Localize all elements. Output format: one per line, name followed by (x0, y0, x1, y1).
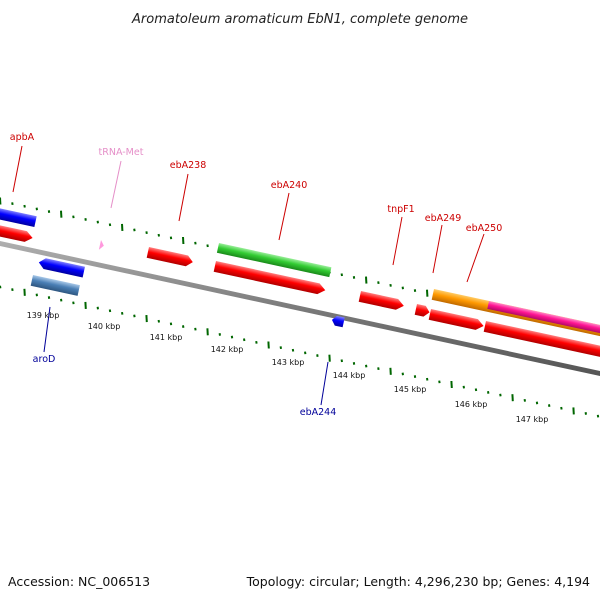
kbp-label: 139 kbp (27, 311, 60, 320)
kbp-label: 140 kbp (88, 322, 121, 331)
kbp-label: 145 kbp (394, 385, 427, 394)
kbp-label: 142 kbp (211, 345, 244, 354)
gene-forward-4[interactable] (483, 321, 600, 359)
label-ebA244: ebA244 (300, 407, 337, 418)
gene-ebA238[interactable] (146, 247, 194, 267)
genome-summary-text: Topology: circular; Length: 4,296,230 bp… (246, 574, 590, 589)
label-ebA240: ebA240 (271, 180, 308, 191)
gene-aroD[interactable] (38, 257, 85, 278)
kbp-label: 147 kbp (516, 415, 549, 424)
page-title: Aromatoleum aromaticum EbN1, complete ge… (131, 12, 468, 27)
label-ebA238: ebA238 (170, 160, 207, 171)
gene-magenta[interactable] (487, 301, 600, 337)
gene-forward-2[interactable] (213, 261, 327, 296)
accession-text: Accession: NC_006513 (8, 574, 150, 589)
kbp-label: 146 kbp (455, 400, 488, 409)
label-trna-met: tRNA-Met (99, 147, 144, 158)
label-aroD: aroD (33, 354, 56, 365)
kbp-label: 144 kbp (333, 371, 366, 380)
gene-apbA[interactable] (0, 204, 37, 228)
gene-forward-3[interactable] (428, 309, 485, 331)
gene-features (0, 204, 600, 359)
label-leaders (12, 145, 485, 406)
gene-trna-met[interactable] (98, 240, 105, 251)
gene-ebA240[interactable] (216, 243, 332, 278)
scale-labels: 139 kbp 140 kbp 141 kbp 142 kbp 143 kbp … (27, 311, 549, 424)
label-ebA249: ebA249 (425, 213, 462, 224)
gene-labels: apbA tRNA-Met ebA238 ebA240 tnpF1 ebA249… (10, 132, 502, 418)
kbp-label: 141 kbp (150, 333, 183, 342)
gene-forward-1[interactable] (0, 221, 34, 243)
gene-ebA249[interactable] (414, 304, 431, 318)
genome-backbone (0, 241, 600, 376)
label-tnpF1: tnpF1 (387, 204, 414, 215)
kbp-label: 143 kbp (272, 358, 305, 367)
gene-tnpF1[interactable] (358, 291, 405, 311)
gene-ebA244[interactable] (331, 315, 345, 328)
label-apbA: apbA (10, 132, 35, 143)
label-ebA250: ebA250 (466, 223, 503, 234)
gene-reverse-steel[interactable] (30, 275, 80, 296)
